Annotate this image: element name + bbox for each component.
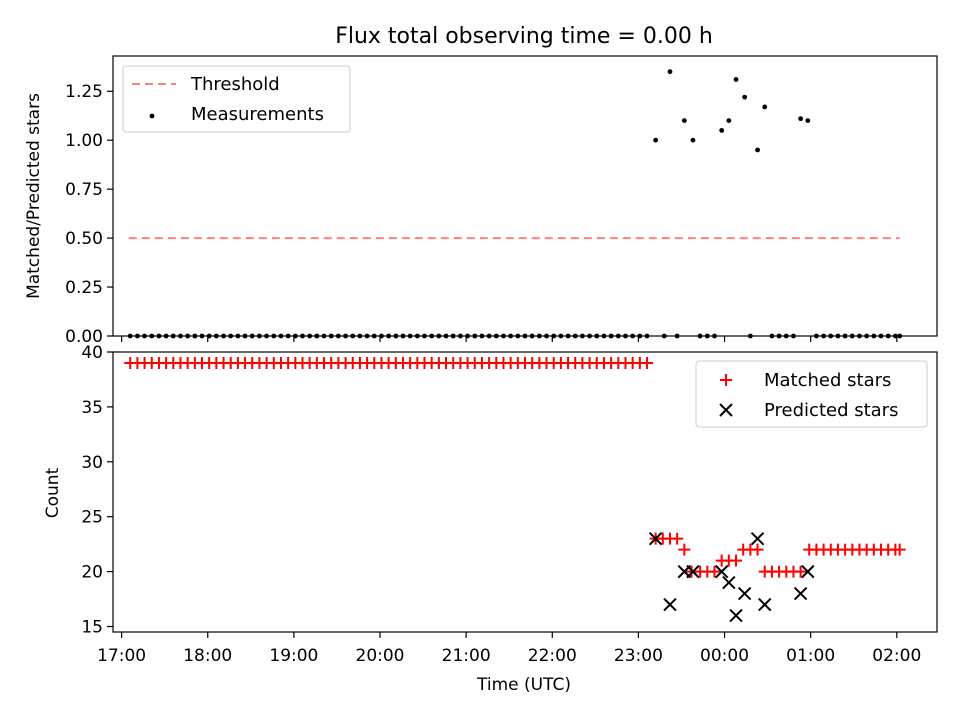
measurements-point xyxy=(719,128,725,133)
predicted-stars-point xyxy=(714,564,729,579)
time-x-tick-label: 22:00 xyxy=(528,646,577,666)
predicted-stars-point xyxy=(729,608,743,623)
measurements-point xyxy=(798,116,804,122)
measurements-point xyxy=(805,118,811,124)
count-legend: Matched stars Predicted stars xyxy=(695,360,928,428)
matched-stars-legend-label: Matched stars xyxy=(764,370,891,391)
measurements-point xyxy=(726,118,732,124)
measurements-point xyxy=(667,69,673,75)
time-x-tick-label: 23:00 xyxy=(614,646,663,666)
ratio-legend-box xyxy=(122,65,351,133)
matched-stars-point xyxy=(893,543,906,556)
predicted-stars-point xyxy=(750,531,765,546)
ratio-y-tick-label: 0.50 xyxy=(65,229,103,249)
ratio-y-tick-label: 0.25 xyxy=(65,278,103,298)
ratio-y-tick-label: 0.75 xyxy=(65,180,103,200)
count-y-tick-label: 40 xyxy=(81,343,103,363)
measurements-point xyxy=(653,137,659,143)
measurements-point xyxy=(690,137,696,143)
matched-stars-point xyxy=(794,565,807,578)
matched-stars-point xyxy=(641,356,654,369)
predicted-stars-legend-label: Predicted stars xyxy=(764,400,898,421)
measurements-point xyxy=(733,77,739,82)
time-x-tick-label: 18:00 xyxy=(183,646,232,666)
time-x-tick-label: 19:00 xyxy=(269,646,318,666)
matched-stars-point xyxy=(671,532,684,545)
time-x-label: Time (UTC) xyxy=(476,675,571,695)
count-y-axis: 15 20 25 30 35 40 xyxy=(81,343,113,638)
measurements-legend-label: Measurements xyxy=(191,104,324,125)
measurements-point xyxy=(742,94,748,100)
matched-stars-legend-swatch xyxy=(720,374,732,386)
count-y-tick-label: 15 xyxy=(81,618,103,638)
predicted-stars-point xyxy=(648,531,663,546)
measurements-point xyxy=(755,147,760,153)
count-y-tick-label: 35 xyxy=(81,398,103,418)
count-legend-box xyxy=(695,360,928,428)
time-x-tick-label: 02:00 xyxy=(872,646,921,666)
count-series-layer xyxy=(124,356,906,623)
predicted-stars-point xyxy=(663,597,677,612)
ratio-y-tick-label: 1.00 xyxy=(65,131,103,151)
ratio-y-axis: 0.00 0.25 0.50 0.75 1.00 1.25 xyxy=(65,82,113,347)
count-y-tick-label: 20 xyxy=(81,563,103,583)
predicted-stars-point xyxy=(737,586,752,601)
matched-stars-point xyxy=(708,565,721,578)
predicted-stars-point xyxy=(686,564,700,579)
ratio-y-tick-label: 1.25 xyxy=(65,82,103,102)
time-x-tick-label: 17:00 xyxy=(97,646,146,666)
ratio-y-tick-label: 0.00 xyxy=(65,327,103,347)
predicted-stars-point xyxy=(801,564,815,579)
predicted-stars-legend-swatch xyxy=(719,403,733,417)
measurements-legend-swatch xyxy=(149,113,155,119)
predicted-stars-point xyxy=(793,586,808,601)
time-x-tick-label: 01:00 xyxy=(786,646,835,666)
matched-stars-point xyxy=(730,554,743,567)
ratio-legend: Threshold Measurements xyxy=(122,65,351,133)
count-y-tick-label: 30 xyxy=(81,453,103,473)
count-panel: 15 20 25 30 35 40 17:00 18:00 19:00 20:00 21:00 22… xyxy=(43,343,938,695)
time-x-tick-label: 00:00 xyxy=(700,646,749,666)
time-x-tick-label: 20:00 xyxy=(356,646,405,666)
matched-stars-point xyxy=(751,543,764,556)
ratio-y-label: Matched/Predicted stars xyxy=(24,93,44,299)
ratio-panel: 0.00 0.25 0.50 0.75 1.00 1.25 Matched/Predict… xyxy=(24,55,938,347)
ratio-plot-frame xyxy=(112,55,938,337)
predicted-stars-point xyxy=(758,597,772,612)
count-y-tick-label: 25 xyxy=(81,508,103,528)
chart-title: Flux total observing time = 0.00 h xyxy=(335,24,713,49)
threshold-legend-label: Threshold xyxy=(190,74,280,95)
measurements-point xyxy=(681,118,687,124)
measurements-point xyxy=(762,104,768,110)
count-plot-frame xyxy=(112,351,938,633)
count-y-label: Count xyxy=(43,467,63,518)
predicted-stars-point xyxy=(722,575,736,590)
time-x-tick-label: 21:00 xyxy=(442,646,491,666)
count-x-axis: 17:00 18:00 19:00 20:00 21:00 22:00 23:00 00:00… xyxy=(97,632,921,666)
matched-stars-point xyxy=(678,543,691,556)
